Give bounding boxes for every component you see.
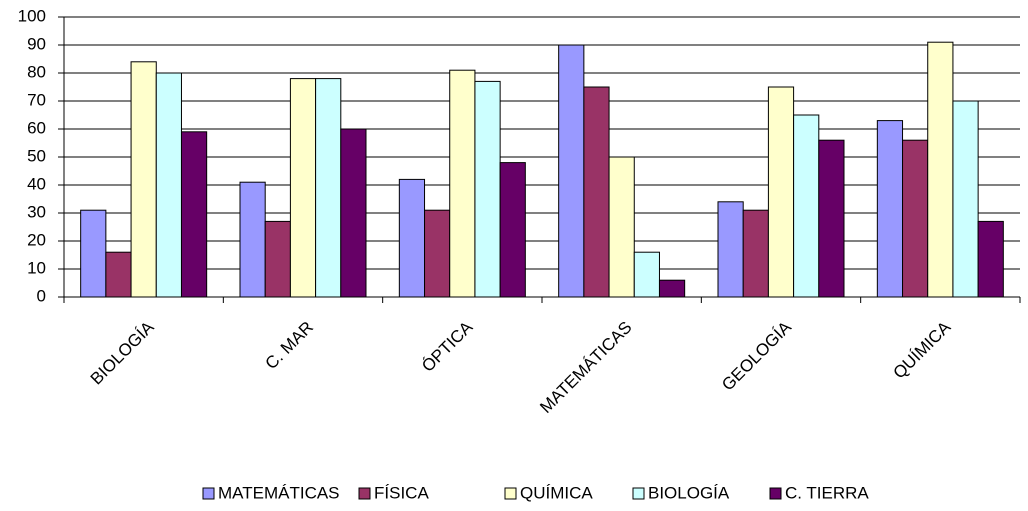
y-tick-label: 40 bbox=[27, 174, 46, 193]
x-tick-label: QUÍMICA bbox=[889, 317, 954, 382]
bar bbox=[239, 181, 266, 298]
legend-swatch bbox=[358, 487, 371, 500]
legend-swatch bbox=[202, 487, 215, 500]
bar bbox=[130, 61, 157, 298]
x-tick-label: MATEMÁTICAS bbox=[536, 318, 635, 417]
bar bbox=[793, 114, 820, 298]
y-tick-label: 70 bbox=[27, 90, 46, 109]
bar bbox=[424, 209, 451, 298]
y-tick-label: 80 bbox=[27, 62, 46, 81]
bar bbox=[658, 279, 686, 298]
bar bbox=[583, 86, 610, 298]
legend-label: FÍSICA bbox=[374, 483, 429, 502]
legend-swatch bbox=[504, 487, 517, 500]
bar bbox=[105, 251, 132, 298]
bar bbox=[952, 100, 979, 298]
y-tick-label: 60 bbox=[27, 118, 46, 137]
bar bbox=[876, 120, 904, 298]
y-tick-label: 50 bbox=[27, 146, 46, 165]
bar bbox=[742, 209, 769, 298]
bar bbox=[767, 86, 795, 298]
legend-label: BIOLOGÍA bbox=[648, 483, 730, 502]
bar bbox=[927, 41, 954, 298]
bar bbox=[499, 162, 526, 298]
y-tick-label: 20 bbox=[27, 230, 46, 249]
bar bbox=[633, 251, 660, 298]
bar bbox=[80, 209, 107, 298]
bar bbox=[608, 156, 635, 298]
bar bbox=[717, 201, 744, 298]
bar bbox=[977, 220, 1004, 298]
legend-label: QUÍMICA bbox=[520, 483, 593, 502]
bar bbox=[289, 78, 317, 298]
bar bbox=[398, 178, 426, 298]
legend-swatch bbox=[632, 487, 645, 500]
y-tick-label: 30 bbox=[27, 202, 46, 221]
x-tick-label: BIOLOGÍA bbox=[87, 317, 158, 388]
y-tick-label: 100 bbox=[18, 6, 46, 25]
bar bbox=[558, 44, 585, 298]
bar bbox=[180, 131, 208, 298]
bar bbox=[449, 69, 476, 298]
bar bbox=[155, 72, 182, 298]
x-tick-label: ÓPTICA bbox=[418, 317, 477, 376]
y-tick-label: 10 bbox=[27, 258, 46, 277]
legend-label: C. TIERRA bbox=[785, 483, 869, 502]
legend-label: MATEMÁTICAS bbox=[218, 483, 340, 502]
bar bbox=[340, 128, 367, 298]
y-tick-label: 90 bbox=[27, 34, 46, 53]
bar bbox=[315, 78, 342, 298]
legend-swatch bbox=[769, 487, 782, 500]
bar bbox=[818, 139, 845, 298]
y-tick-label: 0 bbox=[37, 286, 46, 305]
x-tick-label: C. MAR bbox=[261, 318, 317, 374]
bar bbox=[902, 139, 929, 298]
bar bbox=[264, 220, 291, 298]
x-tick-label: GEOLOGÍA bbox=[718, 317, 795, 394]
bar bbox=[474, 80, 501, 298]
